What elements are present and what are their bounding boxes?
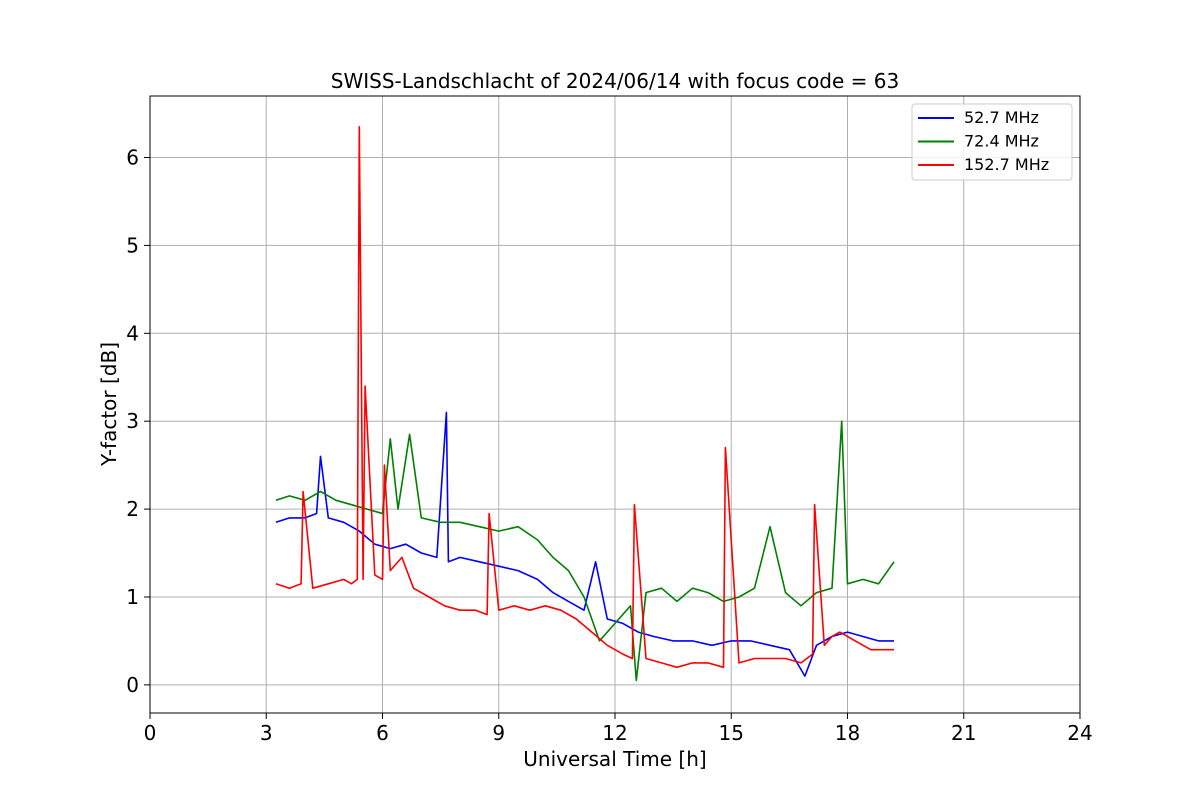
y-tick-label: 6 xyxy=(126,146,139,170)
y-axis-label: Y-factor [dB] xyxy=(97,342,121,467)
series-line-2 xyxy=(275,126,894,669)
x-tick-label: 12 xyxy=(602,721,627,745)
x-tick-label: 21 xyxy=(951,721,976,745)
legend: 52.7 MHz 72.4 MHz 152.7 MHz xyxy=(911,103,1073,181)
chart-title: SWISS-Landschlacht of 2024/06/14 with fo… xyxy=(331,69,899,93)
plot-area xyxy=(275,126,895,682)
x-tick-label: 9 xyxy=(492,721,505,745)
x-tick-label: 18 xyxy=(835,721,860,745)
x-tick-label: 6 xyxy=(376,721,389,745)
series-line-1 xyxy=(275,420,895,682)
legend-box xyxy=(911,103,1073,181)
x-axis-label: Universal Time [h] xyxy=(523,747,706,771)
y-axis: 0 1 2 3 4 5 6 xyxy=(126,146,150,697)
x-tick-label: 3 xyxy=(260,721,273,745)
legend-label-2: 152.7 MHz xyxy=(964,155,1049,174)
y-tick-label: 2 xyxy=(126,497,139,521)
x-tick-label: 0 xyxy=(144,721,157,745)
y-tick-label: 0 xyxy=(126,673,139,697)
y-tick-label: 1 xyxy=(126,585,139,609)
x-tick-label: 24 xyxy=(1067,721,1092,745)
y-tick-label: 3 xyxy=(126,409,139,433)
y-tick-label: 4 xyxy=(126,321,139,345)
x-tick-label: 15 xyxy=(719,721,744,745)
legend-label-1: 72.4 MHz xyxy=(964,132,1039,151)
series-line-0 xyxy=(275,411,894,677)
y-tick-label: 5 xyxy=(126,233,139,257)
x-axis: 0 3 6 9 12 15 18 21 24 xyxy=(144,713,1093,745)
legend-label-0: 52.7 MHz xyxy=(964,108,1039,127)
